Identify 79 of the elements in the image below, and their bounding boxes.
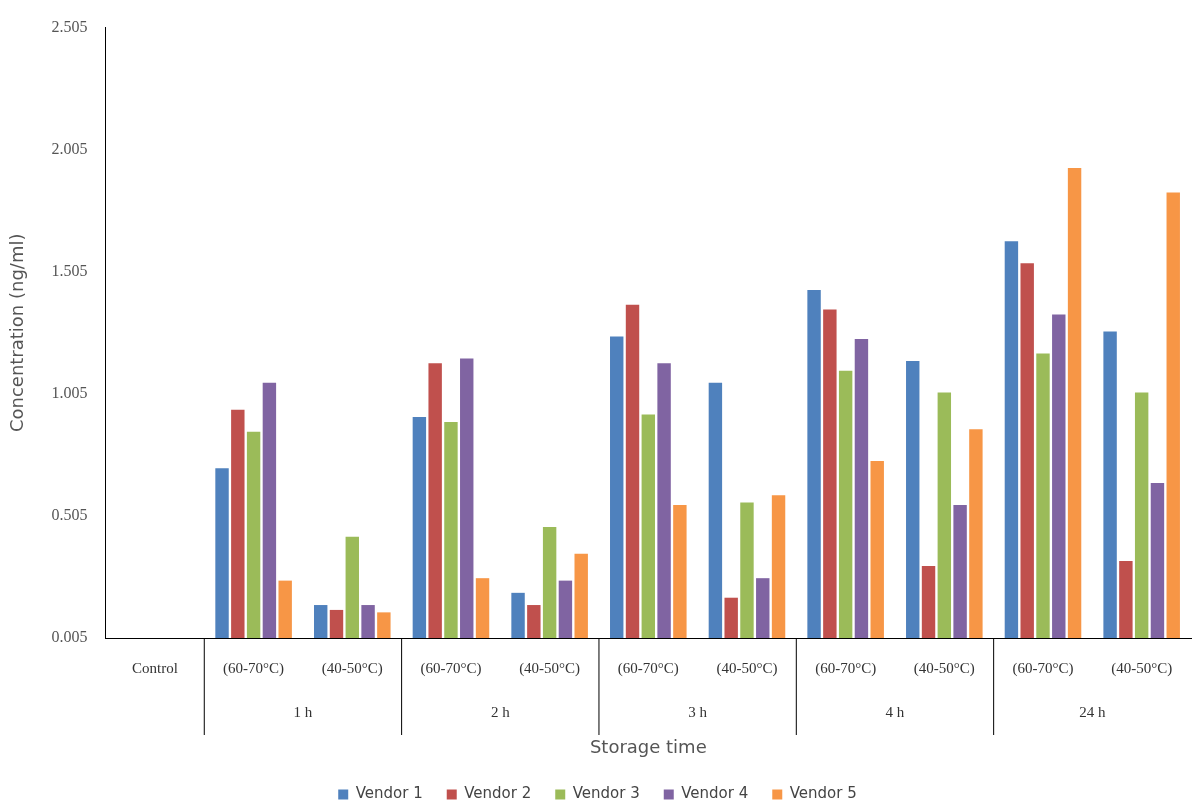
y-tick-label: 1.005 <box>51 384 88 402</box>
bar <box>215 468 229 638</box>
x-tick-label: (40-50°C) <box>716 659 778 677</box>
y-tick-label: 0.505 <box>51 506 88 524</box>
bar <box>657 363 671 638</box>
y-axis-title: Concentration (ng/ml) <box>6 233 28 433</box>
bar <box>1150 482 1165 638</box>
x-tick-label: (40-50°C) <box>913 659 975 677</box>
text: 2 h <box>490 703 511 720</box>
bar <box>921 565 936 638</box>
bar <box>412 417 427 638</box>
x-tick-label: Control <box>132 659 178 676</box>
text: 3 h <box>688 703 708 720</box>
text: 1 h <box>293 703 313 720</box>
x-axis-title: Storage time <box>589 735 707 757</box>
bar <box>444 421 458 638</box>
bar <box>1103 331 1117 638</box>
bar <box>1067 167 1082 638</box>
bar <box>428 363 442 638</box>
bar <box>756 578 770 638</box>
legend-label: Vendor 2 <box>464 784 532 803</box>
bar <box>953 504 967 638</box>
x-tick-label: (60-70°C) <box>617 659 679 677</box>
x-tick-label: (60-70°C) <box>223 659 285 677</box>
bar <box>511 592 525 638</box>
bar <box>1004 241 1019 638</box>
bar <box>361 605 375 638</box>
bar <box>246 431 261 638</box>
bar <box>937 392 952 638</box>
x-tick-label: (40-50°C) <box>1111 659 1173 677</box>
bar <box>673 504 687 638</box>
text: 24 h <box>1079 703 1106 720</box>
x-tick-label: (40-50°C) <box>321 659 383 677</box>
x-tick-label: (60-70°C) <box>815 659 877 677</box>
y-tick-label: 0.005 <box>51 628 88 646</box>
bar <box>262 382 277 638</box>
bar <box>314 605 328 638</box>
legend-label: Vendor 5 <box>789 784 857 803</box>
bar <box>870 460 884 638</box>
bar <box>1020 263 1034 638</box>
text: 4 h <box>885 703 905 720</box>
bar <box>558 580 573 638</box>
bar <box>854 338 869 638</box>
bar <box>1166 192 1180 638</box>
bar <box>1134 392 1149 638</box>
bar <box>610 336 624 638</box>
x-tick-label: (60-70°C) <box>420 659 482 677</box>
x-tick-label: (40-50°C) <box>519 659 581 677</box>
bar <box>1052 314 1066 638</box>
bar <box>345 536 359 638</box>
bar <box>574 553 588 638</box>
bar <box>460 358 474 638</box>
bar <box>278 580 292 638</box>
bar <box>231 409 245 638</box>
y-tick-label: 2.505 <box>51 17 88 35</box>
bar <box>641 414 656 638</box>
bar <box>969 429 983 638</box>
bar <box>838 370 853 638</box>
bar <box>542 526 557 638</box>
bar <box>906 360 920 638</box>
bar <box>708 382 723 638</box>
bar <box>724 597 738 638</box>
bar <box>1036 353 1050 638</box>
legend-label: Vendor 3 <box>572 784 640 803</box>
bar <box>771 495 786 638</box>
y-tick-label: 2.005 <box>51 139 88 157</box>
legend-label: Vendor 4 <box>681 784 749 803</box>
bar <box>1119 561 1133 638</box>
bar <box>475 578 490 638</box>
x-tick-label: (60-70°C) <box>1012 659 1074 677</box>
bar <box>807 290 821 638</box>
bar <box>527 605 541 638</box>
y-tick-label: 1.505 <box>51 261 88 279</box>
legend-label: Vendor 1 <box>355 784 423 803</box>
bar <box>329 609 344 638</box>
bar <box>625 304 640 638</box>
bar <box>377 612 391 638</box>
bar <box>740 502 754 638</box>
bar <box>823 309 837 638</box>
